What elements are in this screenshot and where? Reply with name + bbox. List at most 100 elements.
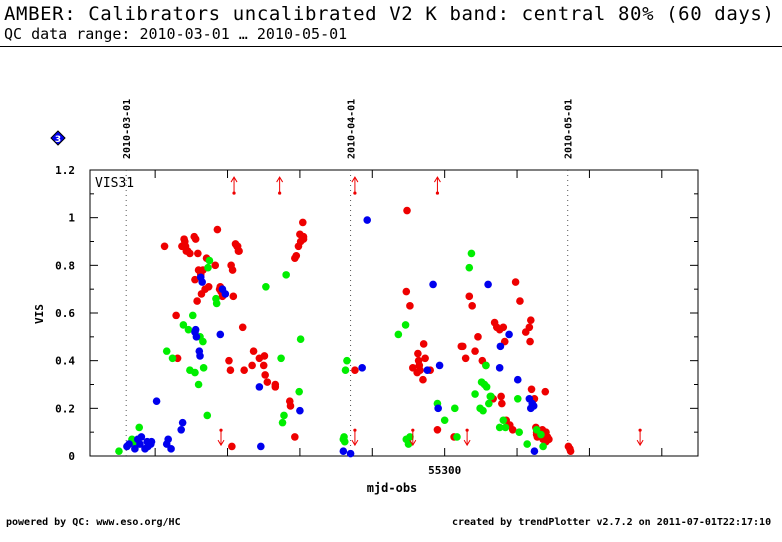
data-point-blue bbox=[257, 442, 265, 451]
data-point-red bbox=[261, 371, 269, 379]
data-point-blue bbox=[167, 445, 175, 453]
data-point-green bbox=[115, 447, 123, 456]
y-tick-label: 0.2 bbox=[55, 402, 75, 415]
data-point-blue bbox=[164, 435, 172, 444]
data-point-red bbox=[527, 385, 536, 394]
data-point-red bbox=[186, 249, 194, 258]
limit-arrows bbox=[217, 176, 644, 447]
data-point-red bbox=[458, 342, 467, 351]
data-point-red bbox=[172, 311, 180, 320]
data-point-blue bbox=[136, 440, 144, 448]
data-point-red bbox=[406, 302, 414, 310]
data-point-green bbox=[277, 354, 285, 363]
date-marker-label: 2010-03-01 bbox=[122, 99, 133, 159]
data-point-green bbox=[406, 433, 414, 441]
panel-number-text: 3 bbox=[55, 135, 61, 145]
data-point-green bbox=[199, 337, 207, 346]
x-axis-label: mjd-obs bbox=[367, 481, 418, 495]
data-point-red bbox=[499, 323, 508, 332]
data-point-blue bbox=[495, 364, 504, 372]
date-marker-label: 2010-04-01 bbox=[347, 99, 358, 159]
data-point-green bbox=[295, 387, 303, 396]
data-point-red bbox=[228, 442, 236, 451]
y-tick-label: 0 bbox=[68, 450, 75, 463]
data-point-blue bbox=[191, 325, 200, 334]
limit-arrow-down bbox=[636, 428, 644, 447]
data-point-green bbox=[440, 416, 449, 425]
data-point-blue bbox=[255, 383, 264, 391]
panel-label: VIS31 bbox=[95, 176, 134, 191]
data-point-green bbox=[499, 416, 508, 425]
data-point-blue bbox=[198, 278, 206, 286]
data-point-red bbox=[471, 347, 479, 355]
y-tick-label: 0.4 bbox=[55, 355, 75, 368]
data-point-blue bbox=[147, 437, 156, 446]
data-point-red bbox=[204, 282, 213, 291]
footer-credit: powered by QC: www.eso.org/HC bbox=[6, 517, 181, 528]
data-point-red bbox=[228, 266, 237, 274]
data-point-green bbox=[191, 368, 199, 377]
data-point-blue bbox=[131, 445, 139, 453]
data-point-blue bbox=[530, 447, 539, 456]
scatter-chart: 3 VIS31 2010-03-01 2010-04-01 2010-05-01 0… bbox=[33, 99, 699, 495]
chart-subtitle: QC data range: 2010-03-01 … 2010-05-01 bbox=[4, 25, 348, 43]
data-point-green bbox=[482, 383, 491, 391]
data-point-blue bbox=[423, 366, 432, 375]
data-point-blue bbox=[358, 364, 366, 372]
data-point-blue bbox=[196, 352, 204, 360]
data-point-green bbox=[451, 404, 459, 413]
data-point-green bbox=[135, 423, 144, 432]
data-point-green bbox=[212, 299, 221, 308]
data-point-red bbox=[286, 402, 295, 410]
data-point-green bbox=[340, 437, 349, 446]
data-point-blue bbox=[346, 449, 355, 458]
data-point-red bbox=[238, 323, 247, 332]
data-point-green bbox=[482, 361, 490, 370]
data-point-green bbox=[467, 249, 476, 258]
data-point-blue bbox=[363, 216, 372, 224]
data-point-red bbox=[248, 361, 256, 370]
data-point-green bbox=[523, 440, 531, 448]
data-point-red bbox=[229, 292, 238, 301]
data-point-green bbox=[537, 430, 545, 439]
data-point-green bbox=[179, 321, 188, 329]
data-point-red bbox=[511, 278, 520, 286]
data-point-green bbox=[184, 325, 193, 334]
data-point-green bbox=[278, 418, 287, 427]
data-point-red bbox=[299, 232, 308, 241]
data-point-green bbox=[168, 354, 177, 363]
data-point-red bbox=[525, 323, 534, 332]
data-point-red bbox=[271, 380, 280, 389]
data-point-green bbox=[487, 392, 495, 401]
data-point-blue bbox=[221, 290, 230, 298]
data-point-red bbox=[249, 347, 258, 355]
date-marker-lines: 2010-03-01 2010-04-01 2010-05-01 bbox=[122, 99, 575, 456]
data-point-blue bbox=[484, 280, 492, 289]
y-tick-label: 1.2 bbox=[55, 164, 75, 177]
data-point-red bbox=[416, 366, 424, 375]
data-point-red bbox=[291, 433, 299, 441]
data-point-red bbox=[545, 435, 553, 444]
y-axis-label: VIS bbox=[33, 304, 46, 324]
limit-arrow-down bbox=[409, 428, 417, 447]
data-point-red bbox=[465, 292, 474, 301]
data-point-red bbox=[351, 366, 359, 375]
y-tick-label: 1 bbox=[68, 212, 75, 225]
y-tick-label: 0.6 bbox=[55, 307, 75, 320]
data-point-red bbox=[474, 333, 482, 341]
data-point-red bbox=[211, 261, 220, 270]
data-point-green bbox=[199, 364, 208, 372]
data-point-green bbox=[280, 411, 288, 420]
y-tick-label: 0.8 bbox=[55, 259, 75, 272]
data-point-green bbox=[495, 423, 504, 432]
data-point-red bbox=[527, 316, 535, 324]
data-point-blue bbox=[192, 333, 201, 341]
limit-arrow-down bbox=[217, 428, 225, 447]
data-point-blue bbox=[125, 440, 133, 448]
data-point-red bbox=[402, 287, 411, 296]
panel-number-badge: 3 bbox=[50, 130, 66, 146]
limit-arrow-down bbox=[463, 428, 471, 447]
data-point-red bbox=[516, 297, 524, 305]
plot-frame bbox=[89, 169, 699, 457]
data-point-green bbox=[513, 395, 522, 403]
